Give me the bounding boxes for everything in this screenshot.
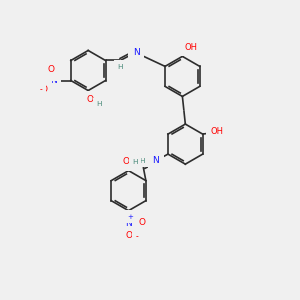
Text: O: O (87, 95, 94, 104)
Text: N: N (152, 156, 159, 165)
Text: O: O (47, 65, 54, 74)
Text: -: - (135, 232, 138, 241)
Text: O: O (123, 157, 130, 166)
Text: -: - (39, 85, 42, 94)
Text: N: N (50, 76, 56, 85)
Text: O: O (138, 218, 145, 227)
Text: H: H (132, 159, 138, 165)
Text: H: H (118, 64, 123, 70)
Text: N: N (133, 48, 140, 57)
Text: O: O (40, 85, 47, 94)
Text: H: H (97, 101, 102, 107)
Text: +: + (52, 71, 58, 77)
Text: OH: OH (210, 127, 223, 136)
Text: +: + (127, 214, 133, 220)
Text: O: O (125, 231, 132, 240)
Text: N: N (125, 219, 132, 228)
Text: H: H (139, 158, 145, 164)
Text: OH: OH (185, 43, 198, 52)
